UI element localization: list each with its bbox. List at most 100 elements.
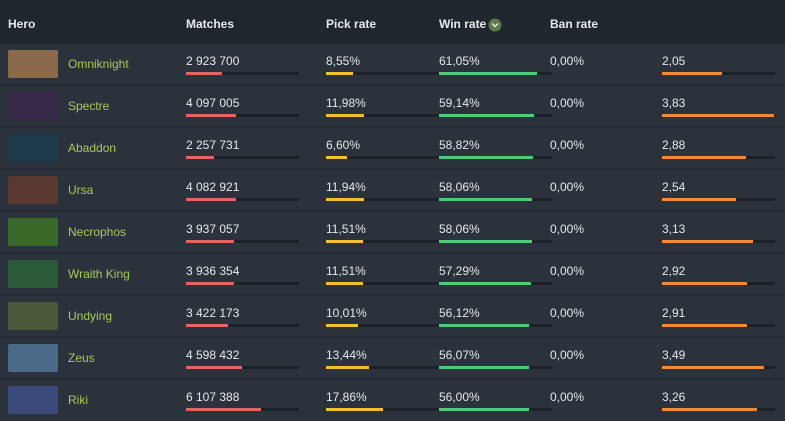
sort-chevron [491, 22, 499, 28]
column-header: Hero [8, 17, 36, 31]
cell-value: 59,14% [439, 96, 480, 110]
value-bar [326, 114, 365, 117]
cell-value: 6,60% [326, 138, 361, 152]
sort-icon-bg [488, 18, 502, 32]
table-row[interactable]: Undying 3 422 173 10,01% 56,12% 0,00% 2,91 [0, 296, 785, 336]
value-bar [326, 240, 363, 243]
hero-name[interactable]: Undying [68, 309, 113, 323]
hero-portrait [8, 218, 58, 246]
value-bar [186, 324, 228, 327]
column-header[interactable]: Ban rate [550, 17, 599, 31]
value-bar [439, 366, 529, 369]
bar-track [186, 156, 299, 159]
cell-value: 2 923 700 [186, 54, 240, 68]
value-bar [662, 324, 747, 327]
bar-track [326, 408, 439, 411]
value-bar [439, 156, 534, 159]
cell-value: 13,44% [326, 348, 367, 362]
cell-value: 0,00% [550, 222, 585, 236]
value-bar [439, 198, 533, 201]
cell-value: 0,00% [550, 306, 585, 320]
bar-track [186, 366, 299, 369]
bar-track [662, 324, 775, 327]
cell-value: 3,26 [662, 390, 686, 404]
hero-name[interactable]: Abaddon [68, 141, 117, 155]
value-bar [326, 198, 365, 201]
hero-portrait [8, 260, 58, 288]
value-bar [186, 114, 236, 117]
value-bar [326, 156, 348, 159]
table-row[interactable]: Omniknight 2 923 700 8,55% 61,05% 0,00% 2,05 [0, 44, 785, 84]
cell-value: 0,00% [550, 54, 585, 68]
value-bar [186, 156, 214, 159]
value-bar [662, 366, 764, 369]
cell-value: 2,88 [662, 138, 686, 152]
table-row[interactable]: Abaddon 2 257 731 6,60% 58,82% 0,00% 2,88 [0, 128, 785, 168]
value-bar [439, 240, 533, 243]
cell-value: 17,86% [326, 390, 367, 404]
value-bar [326, 324, 359, 327]
value-bar [662, 72, 722, 75]
table-row[interactable]: Zeus 4 598 432 13,44% 56,07% 0,00% 3,49 [0, 338, 785, 378]
cell-value: 2,54 [662, 180, 686, 194]
column-header[interactable]: Win rate [439, 17, 487, 31]
bar-track [186, 114, 299, 117]
cell-value: 56,12% [439, 306, 480, 320]
bar-track [662, 282, 775, 285]
bar-track [439, 282, 552, 285]
table-row[interactable]: Ursa 4 082 921 11,94% 58,06% 0,00% 2,54 [0, 170, 785, 210]
hero-name[interactable]: Spectre [68, 99, 110, 113]
bar-track [326, 324, 439, 327]
table-row[interactable]: Wraith King 3 936 354 11,51% 57,29% 0,00% 2,9… [0, 254, 785, 294]
bar-track [439, 156, 552, 159]
bar-track [326, 366, 439, 369]
bar-track [662, 366, 775, 369]
cell-value: 11,51% [326, 222, 366, 236]
cell-value: 4 598 432 [186, 348, 240, 362]
hero-name[interactable]: Necrophos [68, 225, 127, 239]
hero-name[interactable]: Zeus [68, 351, 95, 365]
cell-value: 3,13 [662, 222, 686, 236]
value-bar [439, 282, 531, 285]
value-bar [326, 72, 354, 75]
cell-value: 0,00% [550, 180, 585, 194]
column-header[interactable]: Pick rate [326, 17, 377, 31]
cell-value: 11,51% [326, 264, 366, 278]
sort-icon[interactable] [488, 18, 502, 32]
value-bar [186, 72, 222, 75]
hero-name[interactable]: Riki [68, 393, 88, 407]
bar-track [662, 72, 775, 75]
cell-value: 3 422 173 [186, 306, 240, 320]
value-bar [662, 408, 758, 411]
cell-value: 58,82% [439, 138, 480, 152]
hero-name[interactable]: Omniknight [68, 57, 129, 71]
cell-value: 3,83 [662, 96, 686, 110]
cell-value: 57,29% [439, 264, 480, 278]
value-bar [186, 282, 235, 285]
table-row[interactable]: Necrophos 3 937 057 11,51% 58,06% 0,00% 3,13 [0, 212, 785, 252]
column-header[interactable]: Matches [186, 17, 235, 31]
table-header [0, 0, 785, 44]
cell-value: 3,49 [662, 348, 686, 362]
value-bar [326, 282, 363, 285]
hero-name[interactable]: Wraith King [68, 267, 130, 281]
cell-value: 6 107 388 [186, 390, 240, 404]
value-bar [662, 282, 748, 285]
table-row[interactable]: Riki 6 107 388 17,86% 56,00% 0,00% 3,26 [0, 380, 785, 420]
cell-value: 61,05% [439, 54, 480, 68]
hero-name[interactable]: Ursa [68, 183, 94, 197]
bar-track [439, 198, 552, 201]
bar-track [326, 72, 439, 75]
cell-value: 0,00% [550, 348, 585, 362]
cell-value: 2,91 [662, 306, 686, 320]
hero-portrait [8, 92, 58, 120]
value-bar [326, 408, 384, 411]
cell-value: 3 936 354 [186, 264, 240, 278]
cell-value: 4 097 005 [186, 96, 240, 110]
bar-track [186, 408, 299, 411]
bar-track [439, 240, 552, 243]
bar-track [186, 282, 299, 285]
hero-portrait [8, 134, 58, 162]
bar-track [186, 72, 299, 75]
table-row[interactable]: Spectre 4 097 005 11,98% 59,14% 0,00% 3,83 [0, 86, 785, 126]
